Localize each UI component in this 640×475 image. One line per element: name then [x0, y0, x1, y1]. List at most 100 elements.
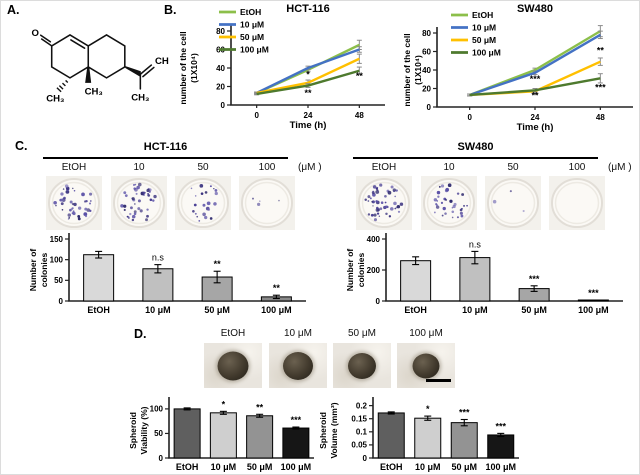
svg-text:HCT-116: HCT-116	[286, 3, 329, 15]
hct116-dose-label-etoh: EtOH	[61, 162, 87, 173]
spheroid-image-50	[333, 343, 391, 388]
svg-text:10 μM: 10 μM	[240, 20, 264, 30]
svg-text:10 μM: 10 μM	[472, 23, 496, 33]
svg-text:80: 80	[216, 27, 225, 36]
svg-text:EtOH: EtOH	[472, 10, 493, 20]
svg-text:*: *	[222, 399, 226, 409]
svg-text:50 μM: 50 μM	[451, 462, 477, 472]
svg-text:0: 0	[59, 297, 64, 306]
svg-text:Spheroid: Spheroid	[129, 412, 138, 449]
hct116-colony-well-etoh	[46, 176, 102, 230]
svg-text:0: 0	[221, 101, 226, 110]
well-photo	[113, 178, 165, 228]
hct116-colony-well-100	[239, 176, 295, 230]
svg-text:***: ***	[530, 74, 541, 84]
molecule-structure: O CH₃ CH₃ CH₂ CH₃	[32, 28, 169, 105]
well-photo	[423, 178, 475, 228]
svg-text:20: 20	[216, 82, 225, 91]
spheroid-body	[217, 351, 249, 380]
hct116-unit-label: (μM )	[298, 162, 322, 173]
svg-text:50 μM: 50 μM	[247, 462, 273, 472]
svg-text:**: **	[256, 402, 264, 412]
svg-text:n.s: n.s	[469, 239, 482, 249]
hct116-colony-well-10	[111, 176, 167, 230]
svg-text:0: 0	[376, 297, 381, 306]
svg-text:10 μM: 10 μM	[145, 305, 171, 315]
svg-text:48: 48	[596, 113, 605, 122]
atom-label-ch3-left: CH₃	[46, 94, 64, 105]
svg-text:50 μM: 50 μM	[472, 35, 496, 45]
svg-text:100: 100	[150, 405, 164, 414]
molecule-wedge-bonds	[56, 65, 141, 93]
svg-text:0.15: 0.15	[351, 415, 367, 424]
spheroid-body	[412, 353, 440, 378]
svg-text:**: **	[531, 91, 539, 101]
panel-d-label: D.	[134, 327, 147, 341]
svg-text:EtOH: EtOH	[404, 305, 427, 315]
svg-text:number of the cell: number of the cell	[179, 31, 188, 104]
svg-text:10 μM: 10 μM	[415, 462, 441, 472]
svg-text:0.05: 0.05	[351, 441, 367, 450]
svg-text:**: **	[597, 45, 605, 55]
svg-text:80: 80	[422, 29, 431, 38]
svg-text:0: 0	[467, 113, 472, 122]
svg-text:100 μM: 100 μM	[472, 48, 501, 58]
svg-text:***: ***	[529, 274, 540, 284]
svg-text:EtOH: EtOH	[176, 462, 199, 472]
sw480-colony-bar-chart: 0 200 400 Number of colonies EtOH n.s 10 μM *** 5…	[346, 233, 623, 315]
svg-text:Number of: Number of	[346, 249, 355, 292]
svg-text:50 μM: 50 μM	[240, 32, 264, 42]
atom-label-ch2: CH₂	[155, 56, 169, 67]
svg-text:SW480: SW480	[517, 3, 553, 15]
atom-label-ch3-iso: CH₃	[131, 93, 149, 104]
svg-text:10 μM: 10 μM	[211, 462, 237, 472]
scale-bar	[426, 378, 451, 382]
svg-text:EtOH: EtOH	[380, 462, 403, 472]
svg-text:number of the cell: number of the cell	[403, 33, 412, 106]
svg-text:100 μM: 100 μM	[578, 305, 609, 315]
svg-text:*: *	[306, 69, 310, 79]
sw480-dose-label-10: 10	[443, 162, 455, 173]
svg-text:100 μM: 100 μM	[240, 45, 269, 55]
hct116-dose-label-100: 100	[258, 162, 276, 173]
hct116-dose-label-50: 50	[197, 162, 209, 173]
sw480-colony-well-100	[549, 176, 605, 230]
svg-text:24: 24	[531, 113, 540, 122]
atom-label-o: O	[32, 28, 40, 39]
svg-text:*: *	[426, 404, 430, 414]
sw480-growth-chart: 0 20 40 60 80 number of the cell (1X10⁴) SW480 T…	[403, 3, 633, 133]
svg-text:200: 200	[367, 266, 381, 275]
svg-text:0: 0	[363, 454, 368, 463]
molecule-bonds	[39, 34, 155, 90]
svg-text:24: 24	[304, 111, 313, 120]
svg-text:50: 50	[154, 429, 163, 438]
spheroid-image-etoh	[204, 343, 262, 388]
panel-b-label: B.	[164, 3, 177, 17]
sw480-unit-label: (μM )	[608, 162, 632, 173]
svg-text:150: 150	[50, 235, 64, 244]
svg-text:Number of: Number of	[29, 249, 38, 292]
svg-text:Viability (%): Viability (%)	[139, 406, 149, 454]
sw480-colony-well-10	[421, 176, 477, 230]
sw480-title-underline	[353, 157, 598, 159]
svg-text:**: **	[356, 71, 364, 81]
svg-text:100: 100	[50, 255, 64, 264]
svg-text:100 μM: 100 μM	[281, 462, 312, 472]
svg-text:400: 400	[367, 235, 381, 244]
sw480-colony-well-etoh	[356, 176, 412, 230]
spheroid-volume-bar-chart: 0 0.05 0.1 0.15 0.2 Spheroid Volume (mm³) EtOH *…	[319, 397, 519, 472]
svg-text:100 μM: 100 μM	[261, 305, 292, 315]
svg-text:0.1: 0.1	[356, 428, 368, 437]
sw480-dose-label-100: 100	[568, 162, 586, 173]
well-photo	[48, 178, 100, 228]
svg-text:Spheroid: Spheroid	[319, 412, 328, 449]
svg-text:Volume (mm³): Volume (mm³)	[329, 402, 339, 458]
spheroid-body	[348, 352, 376, 379]
spheroid-image-100	[397, 343, 455, 388]
svg-text:60: 60	[422, 47, 431, 56]
svg-text:(1X10⁴): (1X10⁴)	[189, 53, 199, 83]
svg-text:**: **	[273, 283, 281, 293]
svg-text:50: 50	[54, 276, 63, 285]
svg-text:10 μM: 10 μM	[462, 305, 488, 315]
